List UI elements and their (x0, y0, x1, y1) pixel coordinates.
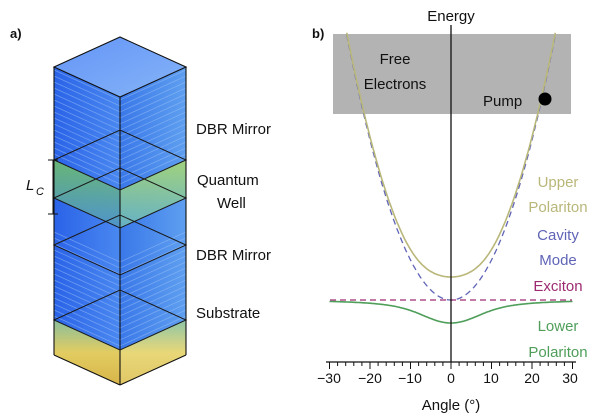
x-axis-title: Angle (°) (422, 397, 481, 414)
lower-label: Lower (538, 318, 579, 335)
panel-a-tag: a) (10, 26, 22, 41)
tick-label: 20 (524, 370, 540, 386)
cavity-label: Cavity (537, 227, 579, 244)
tick-label: 30 (562, 370, 578, 386)
cavity-stack (52, 36, 188, 386)
mode-label: Mode (539, 252, 577, 269)
upper-polariton-label: Polariton (528, 199, 587, 216)
lc-subscript: C (36, 186, 44, 198)
substrate-right (120, 320, 186, 385)
exciton-label: Exciton (533, 278, 582, 295)
x-axis-ticks (329, 362, 573, 369)
upper-label: Upper (538, 174, 579, 191)
lc-bracket (48, 159, 58, 215)
pump-label: Pump (483, 93, 522, 110)
label-well: Well (217, 195, 246, 212)
tick-label: −20 (358, 370, 382, 386)
tick-label: −10 (398, 370, 422, 386)
pump-dot (538, 92, 552, 106)
y-axis-title: Energy (427, 8, 475, 25)
label-substrate: Substrate (196, 305, 260, 322)
lc-label: L (26, 177, 34, 194)
substrate-front (54, 320, 120, 385)
label-dbr-top: DBR Mirror (196, 121, 271, 138)
quantum-well-front (54, 160, 120, 228)
label-quantum: Quantum (197, 172, 259, 189)
label-dbr-bottom: DBR Mirror (196, 247, 271, 264)
quantum-well-right (120, 160, 186, 228)
stack-outline (52, 36, 188, 386)
free-electron-region (333, 34, 571, 114)
panel-b-tag: b) (312, 26, 324, 41)
tick-label: 0 (447, 370, 455, 386)
electrons-label: Electrons (364, 76, 427, 93)
tick-label: 10 (483, 370, 499, 386)
lower-polariton-label: Polariton (528, 344, 587, 361)
tick-label: −30 (317, 370, 341, 386)
free-label: Free (380, 51, 411, 68)
